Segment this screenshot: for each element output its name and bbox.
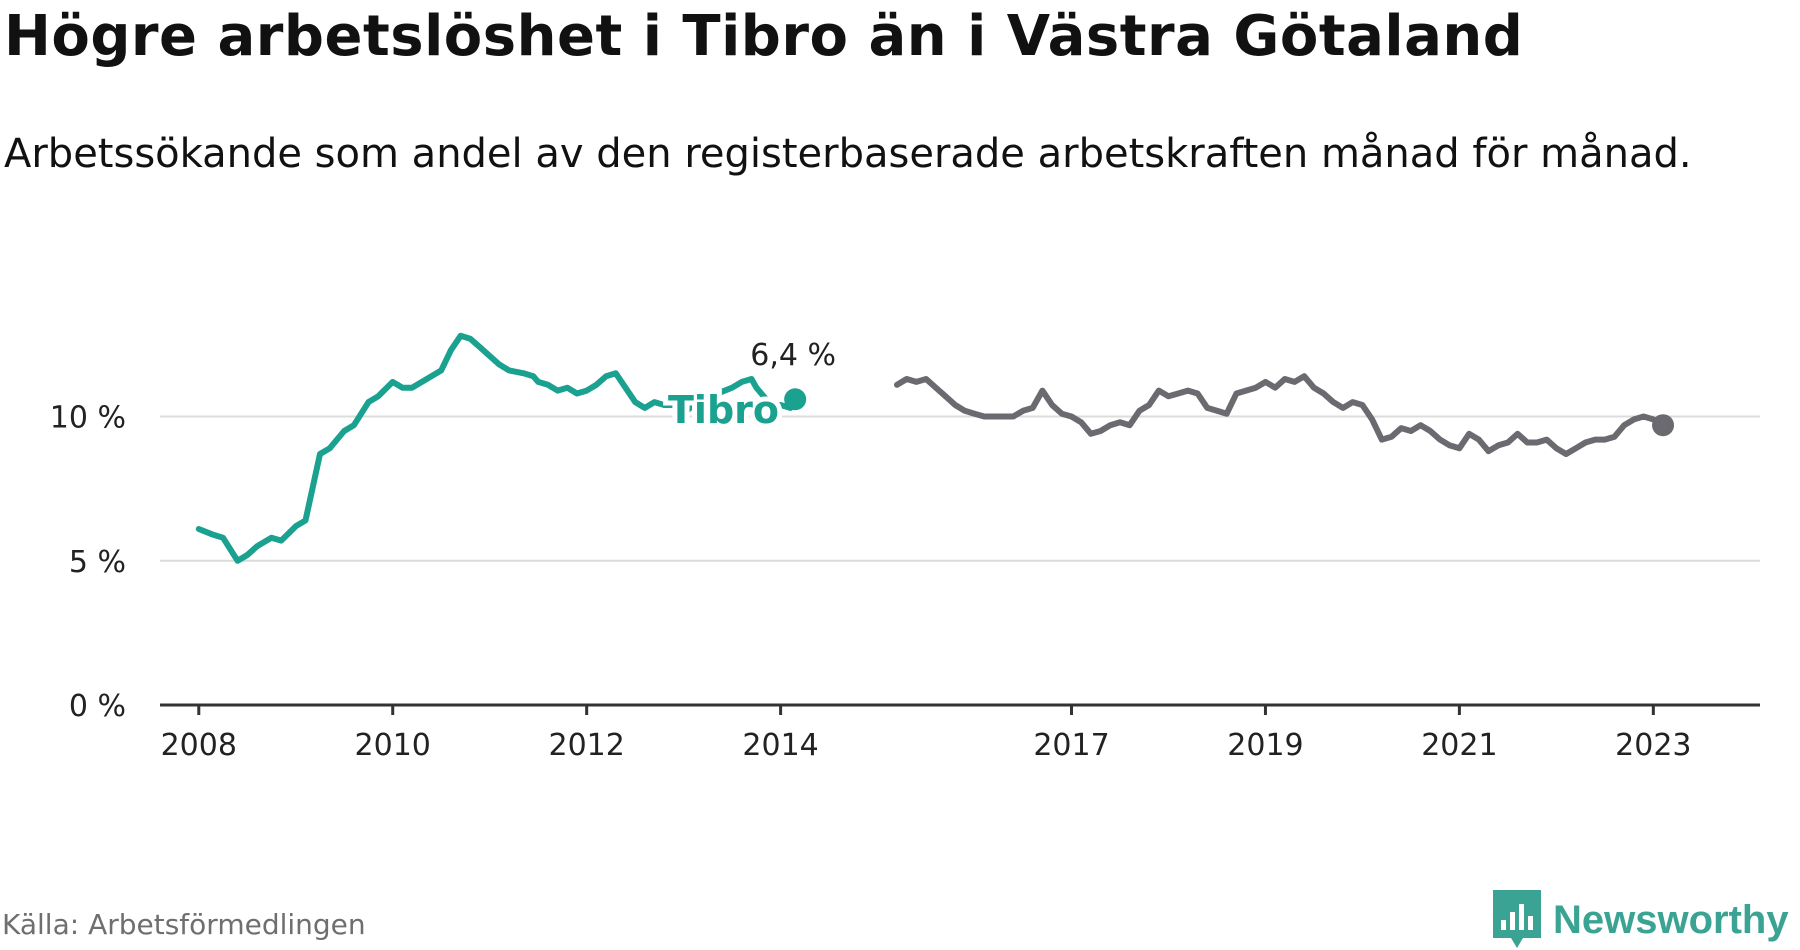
tibro-end-dot bbox=[784, 388, 806, 410]
series-line-vastra-gotaland bbox=[897, 376, 1663, 454]
x-tick-label: 2010 bbox=[355, 728, 431, 763]
brand-name: Newsworthy bbox=[1553, 898, 1789, 943]
newsworthy-logo-icon bbox=[1493, 890, 1541, 950]
x-tick-label: 2008 bbox=[161, 728, 237, 763]
tibro-series-label: Tibro bbox=[668, 388, 779, 432]
x-tick-label: 2014 bbox=[742, 728, 818, 763]
x-tick-label: 2023 bbox=[1615, 728, 1691, 763]
y-tick-label: 0 % bbox=[69, 689, 126, 724]
source-note: Källa: Arbetsförmedlingen bbox=[2, 908, 366, 941]
vg-end-dot bbox=[1652, 414, 1674, 436]
y-tick-label: 10 % bbox=[50, 401, 126, 436]
x-tick-label: 2017 bbox=[1033, 728, 1109, 763]
x-tick-label: 2012 bbox=[548, 728, 624, 763]
tibro-end-label: 6,4 % bbox=[750, 338, 836, 373]
y-tick-label: 5 % bbox=[69, 545, 126, 580]
x-tick-label: 2019 bbox=[1227, 728, 1303, 763]
series-line-tibro bbox=[199, 336, 795, 561]
x-tick-label: 2021 bbox=[1421, 728, 1497, 763]
newsworthy-logo: Newsworthy bbox=[1493, 890, 1789, 950]
